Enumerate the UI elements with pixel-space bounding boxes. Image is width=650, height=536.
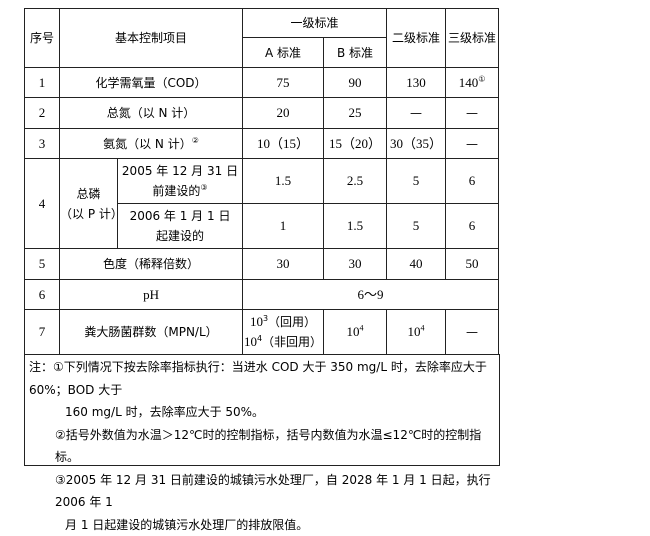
cell-g3: 6 (446, 204, 499, 249)
note-1: 注：①下列情况下按去除率指标执行：当进水 COD 大于 350 mg/L 时，去… (29, 356, 499, 401)
cell-g3: 50 (446, 249, 499, 280)
value-text: （回用） (268, 315, 316, 329)
footnote-mark: ③ (200, 183, 207, 192)
cell-b: 25 (324, 98, 387, 129)
cell-g2: 130 (387, 68, 446, 98)
cell-b: 2.5 (324, 159, 387, 204)
header-seq: 序号 (25, 9, 60, 68)
cell-b: 15（20） (324, 129, 387, 159)
exponent: 4 (360, 324, 364, 333)
cell-item: 总磷（以 P 计） (60, 159, 118, 249)
cell-item: pH (60, 280, 243, 310)
cell-a: 20 (243, 98, 324, 129)
table-row: 4 总磷（以 P 计） 2005 年 12 月 31 日前建设的③ 1.5 2.… (25, 159, 499, 204)
standards-table: 序号 基本控制项目 一级标准 二级标准 三级标准 A 标准 B 标准 1 化学需… (24, 8, 499, 355)
cell-b: 104 (324, 310, 387, 355)
footnote-mark: ② (192, 136, 199, 145)
header-row: 序号 基本控制项目 一级标准 二级标准 三级标准 (25, 9, 499, 38)
notes: 注：①下列情况下按去除率指标执行：当进水 COD 大于 350 mg/L 时，去… (24, 354, 500, 466)
cell-subitem: 2006 年 1 月 1 日起建设的 (118, 204, 243, 249)
cell-item: 总氮（以 N 计） (60, 98, 243, 129)
cell-g3: — (446, 98, 499, 129)
line: 2005 年 12 月 31 日 (118, 161, 242, 181)
table-row: 1 化学需氧量（COD） 75 90 130 140① (25, 68, 499, 98)
value: 总磷 (60, 184, 117, 204)
value: 10 (408, 324, 421, 339)
cell-item: 色度（稀释倍数） (60, 249, 243, 280)
table-row: 6 pH 6～9 (25, 280, 499, 310)
cell-a: 75 (243, 68, 324, 98)
line: 起建设的 (118, 226, 242, 246)
cell-b: 90 (324, 68, 387, 98)
header-grade1a: A 标准 (243, 38, 324, 68)
cell-item: 氨氮（以 N 计）② (60, 129, 243, 159)
cell-subitem: 2005 年 12 月 31 日前建设的③ (118, 159, 243, 204)
line: 前建设的 (152, 184, 200, 198)
value: 10 (347, 324, 360, 339)
cell-g3: 6 (446, 159, 499, 204)
cell-a: 30 (243, 249, 324, 280)
cell-g2: 30（35） (387, 129, 446, 159)
cell-g3: 140① (446, 68, 499, 98)
cell-g2: — (387, 98, 446, 129)
header-grade1: 一级标准 (243, 9, 387, 38)
value-text: （非回用） (262, 335, 322, 349)
cell-item: 化学需氧量（COD） (60, 68, 243, 98)
cell-all-grades: 6～9 (243, 280, 499, 310)
cell-g2: 5 (387, 159, 446, 204)
note-3: ③2005 年 12 月 31 日前建设的城镇污水处理厂，自 2028 年 1 … (29, 469, 499, 514)
cell-seq: 3 (25, 129, 60, 159)
cell-seq: 6 (25, 280, 60, 310)
value-2: （以 P 计） (60, 204, 117, 224)
cell-a: 1 (243, 204, 324, 249)
header-grade1b: B 标准 (324, 38, 387, 68)
cell-seq: 2 (25, 98, 60, 129)
cell-g2: 5 (387, 204, 446, 249)
cell-a: 10（15） (243, 129, 324, 159)
cell-a: 103（回用） 104（非回用） (243, 310, 324, 355)
footnote-mark: ① (478, 74, 485, 83)
value: 10 (244, 334, 257, 349)
cell-g3: — (446, 310, 499, 355)
line: 2006 年 1 月 1 日 (118, 206, 242, 226)
exponent: 4 (421, 324, 425, 333)
table-row: 5 色度（稀释倍数） 30 30 40 50 (25, 249, 499, 280)
cell-b: 1.5 (324, 204, 387, 249)
value: 氨氮（以 N 计） (103, 137, 192, 151)
cell-seq: 4 (25, 159, 60, 249)
cell-g2: 104 (387, 310, 446, 355)
header-item: 基本控制项目 (60, 9, 243, 68)
value: 140 (459, 75, 479, 90)
header-grade3: 三级标准 (446, 9, 499, 68)
note-3-cont: 月 1 日起建设的城镇污水处理厂的排放限值。 (29, 514, 499, 536)
cell-a: 1.5 (243, 159, 324, 204)
header-grade2: 二级标准 (387, 9, 446, 68)
cell-seq: 7 (25, 310, 60, 355)
cell-g3: — (446, 129, 499, 159)
cell-b: 30 (324, 249, 387, 280)
value: 10 (250, 314, 263, 329)
note-1-cont: 160 mg/L 时，去除率应大于 50%。 (29, 401, 499, 424)
cell-seq: 5 (25, 249, 60, 280)
note-2: ②括号外数值为水温＞12℃时的控制指标，括号内数值为水温≤12℃时的控制指标。 (29, 424, 499, 469)
table-row: 3 氨氮（以 N 计）② 10（15） 15（20） 30（35） — (25, 129, 499, 159)
table-row: 7 粪大肠菌群数（MPN/L） 103（回用） 104（非回用） 104 104… (25, 310, 499, 355)
cell-g2: 40 (387, 249, 446, 280)
cell-seq: 1 (25, 68, 60, 98)
cell-item: 粪大肠菌群数（MPN/L） (60, 310, 243, 355)
table-row: 2 总氮（以 N 计） 20 25 — — (25, 98, 499, 129)
